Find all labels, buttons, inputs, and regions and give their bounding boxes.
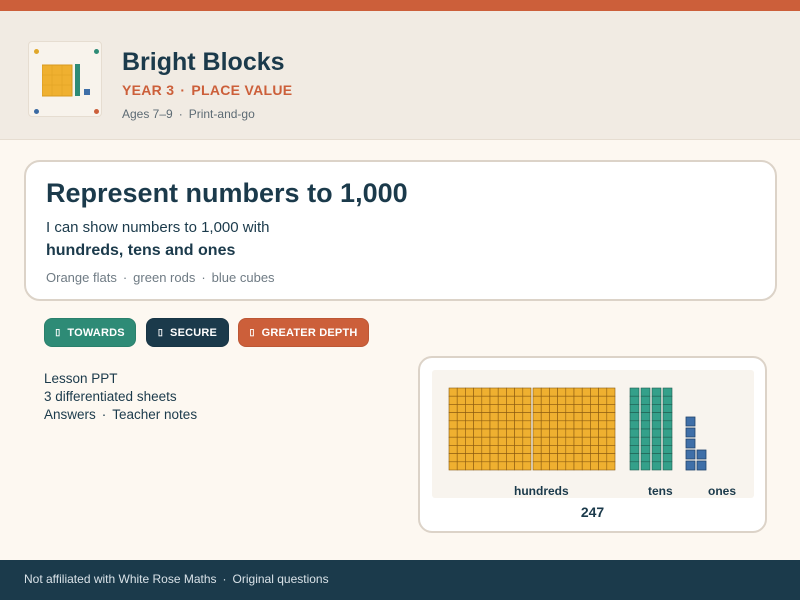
site-footer: Not affiliated with White Rose Maths · Ori… — [0, 560, 800, 600]
brand-meta: Ages 7–9 · Print-and-go — [122, 107, 255, 121]
block-legend: Orange flats · green rods · blue cubes — [46, 270, 275, 285]
one-cube — [696, 449, 707, 460]
lesson-card: Represent numbers to 1,000 I can show nu… — [24, 160, 777, 301]
one-cube — [685, 416, 696, 427]
separator: · — [180, 82, 186, 98]
one-cube — [685, 427, 696, 438]
age-range: Ages 7–9 — [122, 107, 173, 121]
separator: · — [178, 107, 183, 121]
resource-item: Lesson PPT — [44, 371, 118, 386]
box-glyph-icon: ▯ — [157, 327, 164, 337]
separator: · — [101, 407, 107, 422]
teacher-notes-label: Teacher notes — [112, 407, 198, 422]
footer-note: Original questions — [232, 572, 329, 586]
logo-dot — [34, 49, 39, 54]
lesson-title: Represent numbers to 1,000 — [46, 178, 408, 208]
brand-logo[interactable] — [28, 41, 102, 117]
hundreds-label: hundreds — [514, 484, 569, 498]
one-cube — [696, 460, 707, 471]
example-number: 247 — [580, 504, 605, 520]
level-towards-button[interactable]: ▯ TOWARDS — [44, 318, 136, 347]
format-label: Print-and-go — [188, 107, 255, 121]
separator: · — [222, 572, 227, 586]
brand-subtitle: YEAR 3 · PLACE VALUE — [122, 82, 292, 98]
legend-green-rods: green rods — [133, 270, 196, 285]
ten-rod — [662, 387, 673, 471]
site-header: Bright Blocks YEAR 3 · PLACE VALUE Ages 7–… — [0, 11, 800, 140]
box-glyph-icon: ▯ — [55, 327, 61, 337]
legend-blue-cubes: blue cubes — [211, 270, 275, 285]
logo-dot — [34, 109, 39, 114]
level-secure-button[interactable]: ▯ SECURE — [146, 318, 229, 347]
resources-list: Lesson PPT 3 differentiated sheets Answe… — [44, 370, 197, 424]
separator: · — [201, 270, 206, 285]
footer-text: Not affiliated with White Rose Maths · Ori… — [24, 572, 329, 586]
ten-rod — [640, 387, 651, 471]
top-accent-bar — [0, 0, 800, 11]
blocks-logo-icon — [42, 64, 90, 97]
base-ten-example-card: hundreds tens ones 247 — [418, 356, 767, 533]
base-ten-blocks — [448, 387, 707, 471]
objective-line-2: hundreds, tens and ones — [46, 242, 236, 259]
tens-label: tens — [648, 484, 673, 498]
level-label: TOWARDS — [67, 326, 125, 339]
logo-dot — [94, 49, 99, 54]
level-label: SECURE — [170, 326, 218, 339]
brand-title: Bright Blocks — [122, 48, 285, 76]
one-cube — [685, 460, 696, 471]
ten-rod — [651, 387, 662, 471]
objective-line-1: I can show numbers to 1,000 with — [46, 219, 270, 236]
level-greater-depth-button[interactable]: ▯ GREATER DEPTH — [238, 318, 369, 347]
box-glyph-icon: ▯ — [249, 327, 255, 337]
disclaimer: Not affiliated with White Rose Maths — [24, 572, 217, 586]
hundred-flat — [532, 387, 616, 471]
resource-item: Answers · Teacher notes — [44, 406, 197, 424]
logo-dot — [94, 109, 99, 114]
one-cube — [685, 449, 696, 460]
ten-rod — [629, 387, 640, 471]
answers-label: Answers — [44, 407, 96, 422]
separator: · — [122, 270, 128, 285]
year-label: YEAR 3 — [122, 82, 175, 98]
ones-label: ones — [708, 484, 737, 498]
one-cube — [685, 438, 696, 449]
topic-label: PLACE VALUE — [191, 82, 293, 98]
hundred-flat — [448, 387, 532, 471]
base-ten-panel: hundreds tens ones — [432, 370, 754, 498]
legend-orange-flats: Orange flats — [46, 270, 117, 285]
level-label: GREATER DEPTH — [261, 326, 358, 339]
resource-item: 3 differentiated sheets — [44, 389, 177, 404]
